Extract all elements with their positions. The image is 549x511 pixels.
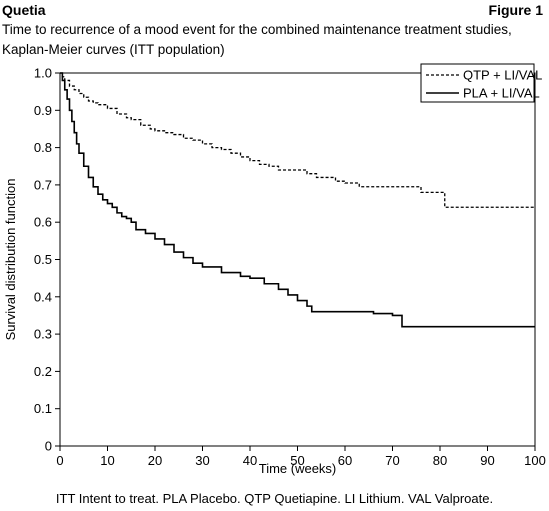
y-tick-label: 0.1 bbox=[34, 401, 52, 416]
legend-label-0: QTP + LI/VAL bbox=[463, 68, 542, 83]
y-tick-label: 1.0 bbox=[34, 66, 52, 81]
y-axis-label: Survival distribution function bbox=[3, 179, 18, 341]
x-tick-label: 20 bbox=[148, 453, 162, 468]
footnote: ITT Intent to treat. PLA Placebo. QTP Qu… bbox=[55, 491, 494, 506]
y-tick-label: 0.7 bbox=[34, 177, 52, 192]
legend-box bbox=[420, 63, 535, 103]
plot-border bbox=[59, 72, 536, 447]
series-line-0 bbox=[60, 72, 535, 208]
y-tick-label: 0.9 bbox=[34, 103, 52, 118]
axis-ticks: 0 10 20 30 40 50 60 70 80 90 100 0 0.1 0.2 0.3 0.4 0.5 0.… bbox=[34, 66, 546, 469]
figure-caption: Time to recurrence of a mood event for t… bbox=[2, 22, 512, 57]
y-tick-label: 0.2 bbox=[34, 364, 52, 379]
y-tick-label: 0.6 bbox=[34, 215, 52, 230]
x-axis-label: Time (weeks) bbox=[259, 461, 337, 476]
y-tick-label: 0.5 bbox=[34, 252, 52, 267]
series-group bbox=[60, 72, 535, 328]
legend: QTP + LI/VAL PLA + LI/VAL bbox=[420, 63, 542, 103]
figure-label: Figure 1 bbox=[488, 2, 543, 18]
series-line-1 bbox=[60, 72, 535, 328]
plot-frame bbox=[59, 72, 536, 447]
x-tick-label: 100 bbox=[524, 453, 546, 468]
x-tick-label: 70 bbox=[385, 453, 399, 468]
x-tick-label: 40 bbox=[243, 453, 257, 468]
x-tick-label: 0 bbox=[56, 453, 63, 468]
y-tick-label: 0.8 bbox=[34, 140, 52, 155]
x-tick-label: 30 bbox=[195, 453, 209, 468]
y-tick-label: 0 bbox=[45, 439, 52, 454]
x-tick-label: 10 bbox=[100, 453, 114, 468]
x-tick-label: 60 bbox=[338, 453, 352, 468]
x-tick-label: 50 bbox=[290, 453, 304, 468]
y-tick-label: 0.4 bbox=[34, 289, 52, 304]
legend-label-1: PLA + LI/VAL bbox=[463, 86, 540, 101]
x-tick-label: 80 bbox=[433, 453, 447, 468]
product-name: Quetia bbox=[2, 2, 46, 18]
x-tick-label: 90 bbox=[480, 453, 494, 468]
y-tick-label: 0.3 bbox=[34, 327, 52, 342]
